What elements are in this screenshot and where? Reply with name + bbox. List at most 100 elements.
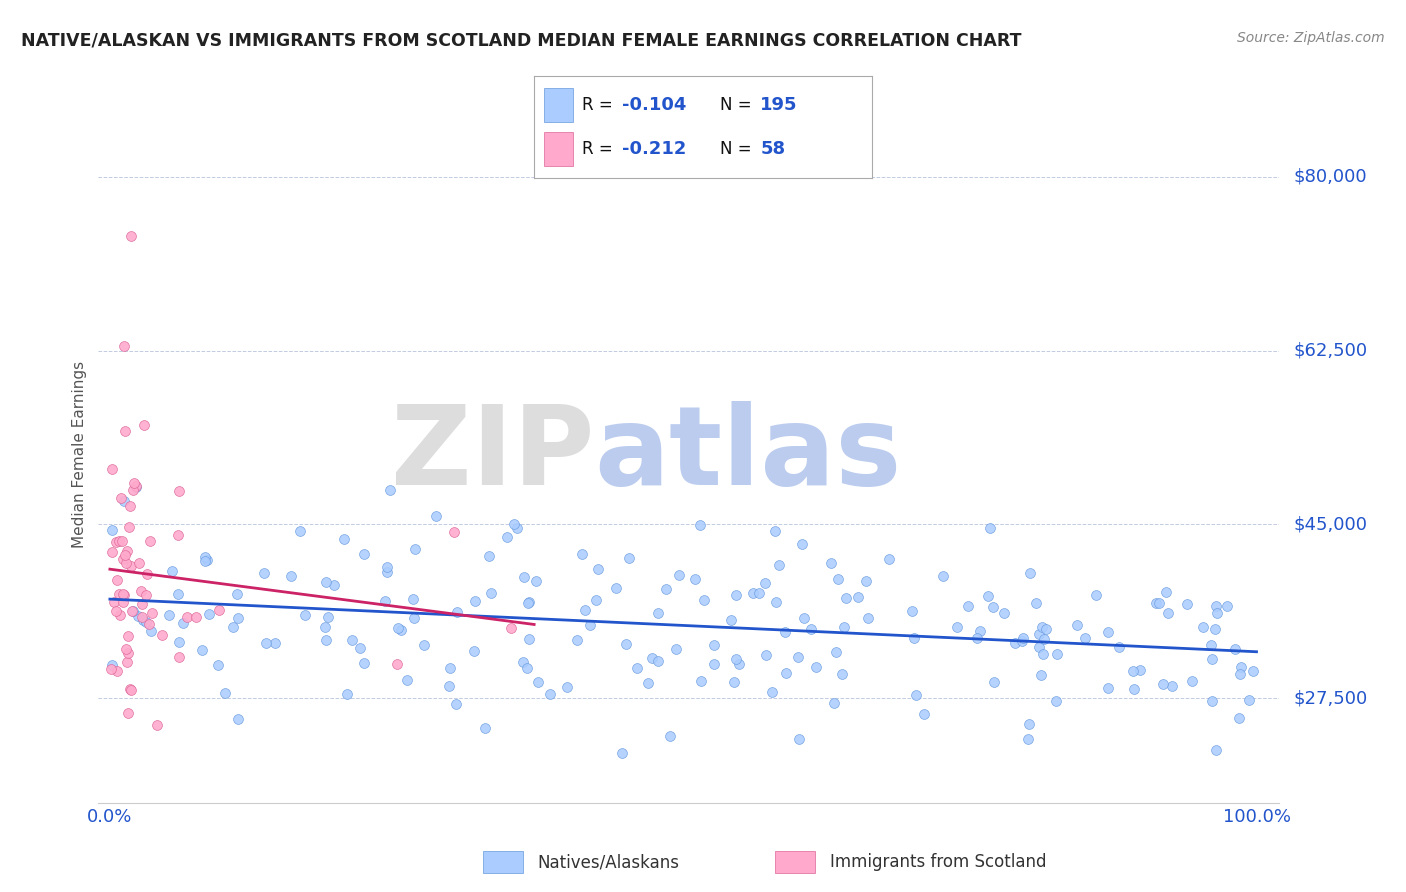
Text: Natives/Alaskans: Natives/Alaskans [537, 854, 679, 871]
Point [1175, 598, 1198, 612]
Point [703, 657, 725, 672]
Point [131, 609, 153, 624]
Point [112, 338, 135, 352]
Point [832, 620, 855, 634]
Point [1028, 640, 1050, 655]
Point [557, 680, 579, 694]
Point [1018, 716, 1040, 731]
Point [846, 590, 869, 604]
Point [792, 537, 814, 551]
Text: 195: 195 [761, 95, 797, 114]
Point [703, 639, 725, 653]
Point [1216, 599, 1239, 614]
Point [118, 499, 141, 513]
Point [1204, 622, 1226, 636]
Point [157, 608, 180, 623]
Point [571, 547, 593, 561]
Point [1011, 634, 1033, 648]
Point [966, 632, 988, 646]
Point [167, 587, 190, 601]
Point [579, 617, 602, 632]
Point [105, 664, 128, 678]
Point [389, 623, 412, 637]
Point [775, 666, 797, 681]
Point [132, 613, 155, 627]
Point [477, 549, 499, 563]
FancyBboxPatch shape [775, 851, 815, 873]
Point [1129, 663, 1152, 677]
Point [827, 572, 849, 586]
Point [1017, 732, 1039, 747]
Point [1229, 667, 1251, 681]
Point [658, 729, 681, 743]
Text: $80,000: $80,000 [1294, 168, 1367, 186]
Point [117, 629, 139, 643]
Point [969, 624, 991, 638]
Point [831, 667, 853, 681]
Point [1181, 673, 1204, 688]
Point [1035, 622, 1057, 636]
Point [100, 658, 122, 673]
FancyBboxPatch shape [544, 87, 574, 122]
Point [1205, 606, 1227, 620]
Point [512, 655, 534, 669]
Point [513, 570, 536, 584]
Point [160, 564, 183, 578]
Point [1144, 596, 1167, 610]
Text: $45,000: $45,000 [1294, 516, 1368, 533]
Point [100, 662, 122, 676]
Point [1011, 632, 1033, 646]
Point [1025, 596, 1047, 610]
Point [683, 572, 706, 586]
Point [120, 229, 142, 244]
Point [141, 606, 163, 620]
Point [135, 615, 157, 630]
Point [139, 624, 162, 638]
Point [1108, 640, 1130, 655]
Point [1230, 660, 1253, 674]
Point [120, 682, 142, 697]
Point [463, 644, 485, 658]
Point [280, 569, 302, 583]
Point [690, 673, 713, 688]
Point [1205, 743, 1227, 757]
Point [1192, 620, 1215, 634]
Point [114, 556, 136, 570]
Point [720, 613, 742, 627]
Point [101, 545, 124, 559]
Point [150, 627, 173, 641]
Point [981, 600, 1004, 615]
Point [945, 620, 967, 634]
Point [516, 661, 538, 675]
Point [626, 661, 648, 675]
Point [1225, 642, 1247, 657]
Point [439, 679, 461, 693]
Point [128, 556, 150, 570]
Point [108, 587, 131, 601]
Point [904, 688, 927, 702]
Point [443, 525, 465, 540]
FancyBboxPatch shape [482, 851, 523, 873]
Point [1122, 681, 1144, 696]
Point [856, 611, 879, 625]
Point [1157, 607, 1180, 621]
Point [1029, 668, 1052, 682]
Text: 58: 58 [761, 140, 786, 159]
Point [172, 615, 194, 630]
Point [115, 543, 138, 558]
Point [118, 520, 141, 534]
Point [993, 606, 1015, 620]
Point [979, 521, 1001, 535]
Point [117, 706, 139, 720]
Point [336, 688, 359, 702]
Text: ZIP: ZIP [391, 401, 595, 508]
Point [637, 676, 659, 690]
Point [108, 534, 131, 549]
Point [641, 651, 664, 665]
Point [765, 595, 787, 609]
Point [353, 657, 375, 671]
Point [122, 604, 145, 618]
Point [120, 559, 142, 574]
Point [586, 562, 609, 576]
Point [1152, 677, 1174, 691]
